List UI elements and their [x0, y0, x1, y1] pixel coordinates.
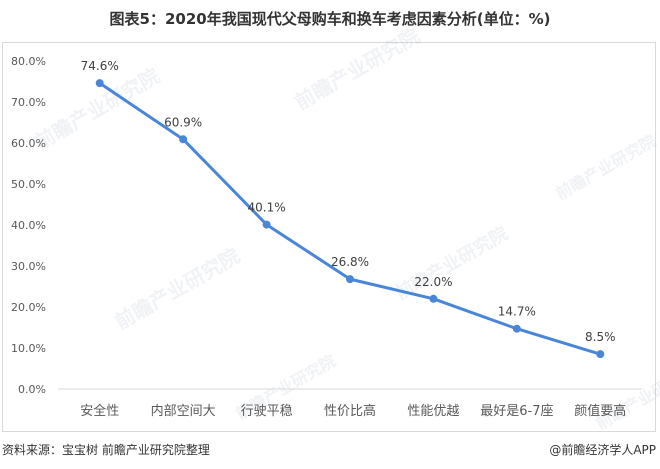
source-note: 资料来源：宝宝树 前瞻产业研究院整理	[2, 443, 210, 457]
x-tick-label: 内部空间大	[151, 403, 216, 419]
x-tick-label: 性价比高	[324, 403, 376, 419]
chart-frame	[2, 42, 656, 432]
data-point	[596, 350, 605, 359]
data-point	[179, 135, 188, 144]
x-tick-label: 安全性	[80, 403, 119, 419]
series-line-group	[95, 79, 605, 359]
data-label: 8.5%	[585, 330, 616, 344]
brand-credit: @前瞻经济学人APP	[549, 443, 656, 457]
y-tick-label: 50.0%	[11, 178, 46, 191]
watermark-text: 前瞻产业研究院	[593, 361, 660, 433]
x-tick-label: 颜值要高	[574, 403, 626, 419]
x-tick-label: 行驶平稳	[241, 403, 293, 419]
watermark-text: 前瞻产业研究院	[31, 64, 164, 155]
data-point	[95, 79, 104, 88]
data-label: 26.8%	[331, 255, 369, 269]
data-label: 14.7%	[498, 305, 536, 319]
y-tick-label: 60.0%	[11, 137, 46, 150]
y-tick-label: 40.0%	[11, 219, 46, 232]
y-tick-label: 30.0%	[11, 260, 46, 273]
x-axis: 安全性 内部空间大 行驶平稳 性价比高 性能优越 最好是6-7座 颜值要高	[58, 388, 642, 419]
data-label: 40.1%	[248, 201, 286, 215]
x-tick-label: 性能优越	[407, 404, 459, 419]
data-point	[346, 275, 354, 284]
chart-title: 图表5：2020年我国现代父母购车和换车考虑因素分析(单位：%)	[109, 10, 551, 28]
data-point	[262, 220, 271, 229]
data-point	[429, 294, 438, 303]
data-label: 22.0%	[414, 275, 452, 289]
x-tick-label: 最好是6-7座	[480, 404, 553, 419]
y-tick-label: 20.0%	[11, 301, 46, 314]
data-point	[512, 324, 521, 333]
data-label: 60.9%	[164, 115, 202, 129]
y-tick-label: 80.0%	[11, 55, 46, 68]
watermark-text: 前瞻产业研究院	[111, 244, 244, 335]
watermark-text: 前瞻产业研究院	[553, 131, 660, 203]
data-labels: 74.6% 60.9% 40.1% 26.8% 22.0% 14.7% 8.5%	[81, 59, 616, 344]
y-tick-label: 70.0%	[11, 96, 46, 109]
y-tick-label: 0.0%	[18, 383, 46, 396]
data-label: 74.6%	[81, 59, 119, 73]
watermark-text: 前瞻产业研究院	[291, 24, 424, 115]
y-tick-label: 10.0%	[11, 342, 46, 355]
y-axis: 0.0% 10.0% 20.0% 30.0% 40.0% 50.0% 60.0% 70.0% 8…	[11, 55, 46, 396]
